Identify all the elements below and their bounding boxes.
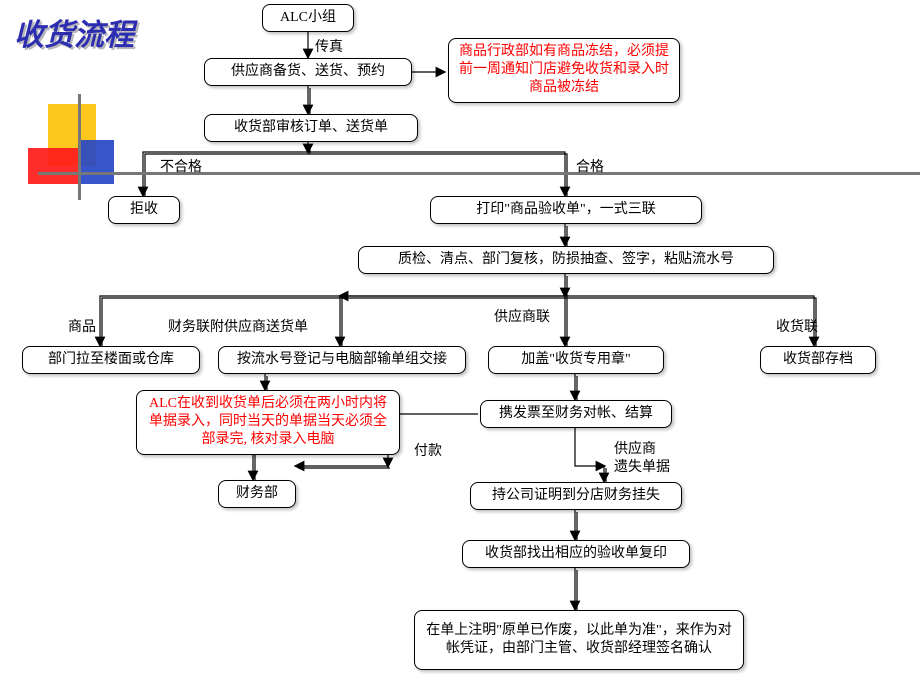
box-archive: 收货部存档 (760, 346, 876, 374)
box-note: 在单上注明"原单已作废，以此单为准"，来作为对帐凭证，由部门主管、收货部经理签名… (414, 610, 744, 670)
box-copy: 收货部找出相应的验收单复印 (462, 540, 690, 568)
box-stamp: 加盖"收货专用章" (488, 346, 664, 374)
label-fin_copy: 财务联附供应商送货单 (168, 316, 308, 336)
box-qc: 质检、清点、部门复核，防损抽查、签字，粘贴流水号 (358, 246, 774, 274)
box-lost: 持公司证明到分店财务挂失 (470, 482, 682, 510)
box-dept_pull: 部门拉至楼面或仓库 (22, 346, 200, 374)
box-audit: 收货部审核订单、送货单 (204, 114, 418, 142)
label-goods: 商品 (68, 316, 96, 336)
label-pass: 合格 (576, 156, 604, 176)
label-sup_lost2: 遗失单据 (614, 456, 670, 476)
decor-red (28, 148, 78, 184)
label-sup_lost1: 供应商 (614, 438, 656, 458)
decor-vline (78, 94, 81, 200)
box-print3: 打印"商品验收单"，一式三联 (430, 196, 702, 224)
decor-blue (78, 140, 114, 184)
box-supplier_prep: 供应商备货、送货、预约 (204, 58, 412, 86)
label-fail: 不合格 (160, 156, 202, 176)
box-warn: 商品行政部如有商品冻结，必须提前一周通知门店避免收货和录入时商品被冻结 (448, 38, 680, 103)
label-sup_copy: 供应商联 (494, 306, 550, 326)
box-register: 按流水号登记与电脑部输单组交接 (218, 346, 466, 374)
box-alc: ALC小组 (262, 4, 354, 32)
box-alc_entry: ALC在收到收货单后必须在两小时内将单据录入，同时当天的单据当天必须全部录完, … (136, 390, 400, 455)
label-pay: 付款 (414, 440, 442, 460)
box-reject: 拒收 (108, 196, 180, 224)
label-recv_copy: 收货联 (776, 316, 818, 336)
page-title: 收货流程 (14, 10, 134, 54)
box-invoice: 携发票至财务对帐、结算 (480, 400, 672, 428)
box-finance: 财务部 (218, 480, 296, 508)
label-fax: 传真 (315, 36, 343, 56)
